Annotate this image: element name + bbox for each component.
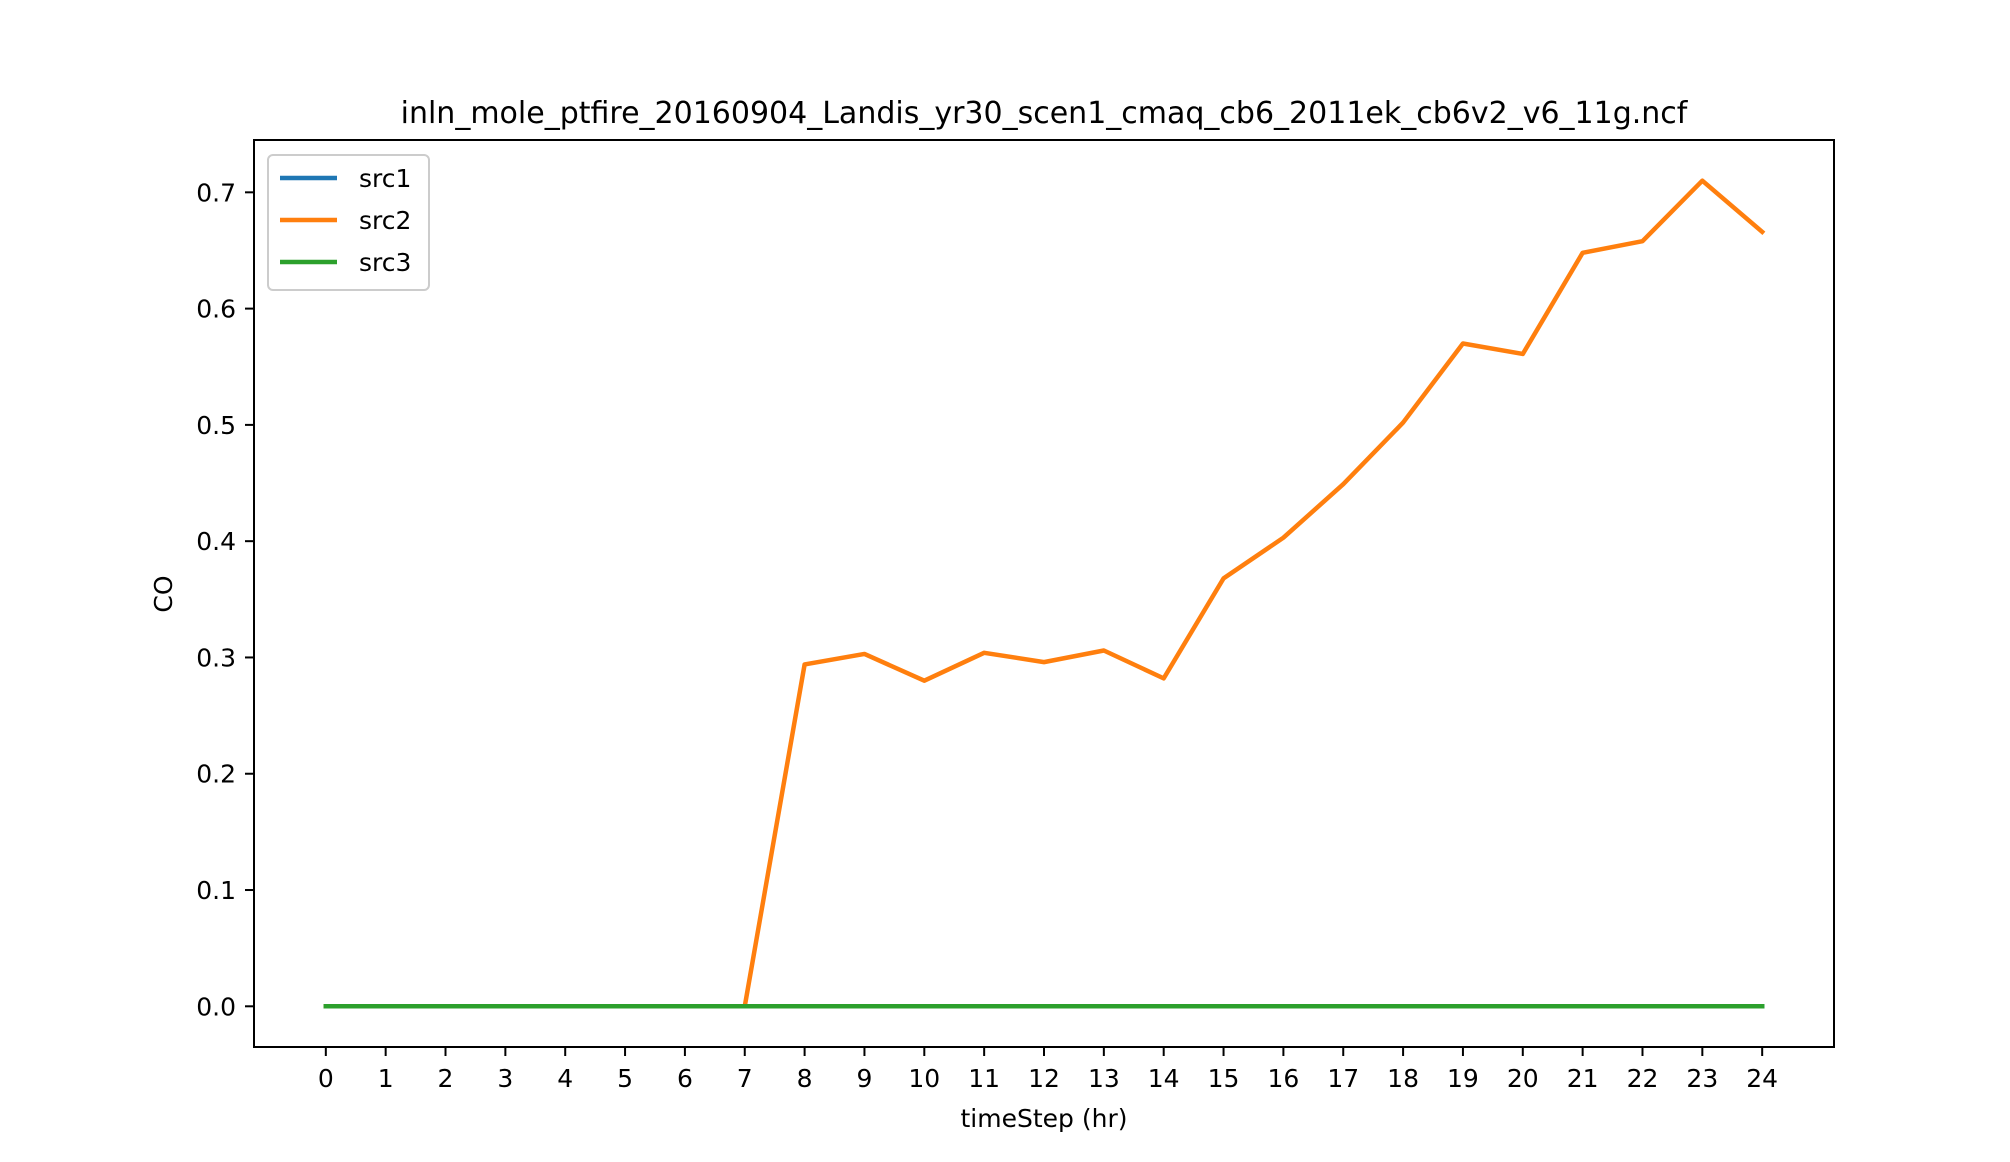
chart-title: inln_mole_ptfire_20160904_Landis_yr30_sc… [401, 96, 1689, 131]
y-tick-label: 0.6 [196, 295, 236, 324]
y-axis: 0.0 0.1 0.2 0.3 0.4 0.5 0.6 0.7 [196, 178, 254, 1021]
x-tick-label: 14 [1148, 1064, 1180, 1093]
series-layer [323, 178, 1766, 1009]
x-tick-label: 1 [378, 1064, 394, 1093]
legend-label-src1: src1 [359, 164, 411, 193]
x-tick-label: 21 [1567, 1064, 1599, 1093]
y-tick-label: 0.2 [196, 760, 236, 789]
legend-label-src3: src3 [359, 248, 411, 277]
x-tick-label: 8 [797, 1064, 813, 1093]
x-axis: 0 1 2 3 4 5 6 7 8 9 10 11 12 13 14 15 16 17 18 19 20 21 22 23 24 [318, 1047, 1778, 1093]
x-tick-label: 9 [857, 1064, 873, 1093]
x-tick-label: 4 [557, 1064, 573, 1093]
x-tick-label: 18 [1387, 1064, 1419, 1093]
x-tick-label: 0 [318, 1064, 334, 1093]
legend: src1 src2 src3 [267, 154, 430, 291]
legend-box [267, 154, 430, 291]
x-tick-label: 6 [677, 1064, 693, 1093]
x-tick-label: 19 [1447, 1064, 1479, 1093]
x-axis-label: timeStep (hr) [961, 1104, 1128, 1133]
x-tick-label: 20 [1507, 1064, 1539, 1093]
y-tick-label: 0.5 [196, 411, 236, 440]
x-tick-label: 15 [1208, 1064, 1240, 1093]
x-tick-label: 12 [1028, 1064, 1060, 1093]
x-tick-label: 22 [1627, 1064, 1659, 1093]
y-tick-label: 0.1 [196, 876, 236, 905]
x-tick-label: 17 [1327, 1064, 1359, 1093]
x-tick-label: 5 [617, 1064, 633, 1093]
y-tick-label: 0.4 [196, 527, 236, 556]
y-tick-label: 0.7 [196, 178, 236, 207]
x-tick-label: 16 [1267, 1064, 1299, 1093]
y-axis-label: CO [149, 575, 178, 612]
legend-label-src2: src2 [359, 206, 411, 235]
x-tick-label: 2 [438, 1064, 454, 1093]
x-tick-label: 11 [968, 1064, 1000, 1093]
y-tick-label: 0.3 [196, 643, 236, 672]
x-tick-label: 23 [1686, 1064, 1718, 1093]
legend-entries: src1 src2 src3 [280, 164, 411, 277]
x-tick-label: 13 [1088, 1064, 1120, 1093]
x-tick-label: 10 [908, 1064, 940, 1093]
x-tick-label: 3 [497, 1064, 513, 1093]
y-tick-label: 0.0 [196, 992, 236, 1021]
x-tick-label: 7 [737, 1064, 753, 1093]
x-tick-label: 24 [1746, 1064, 1778, 1093]
